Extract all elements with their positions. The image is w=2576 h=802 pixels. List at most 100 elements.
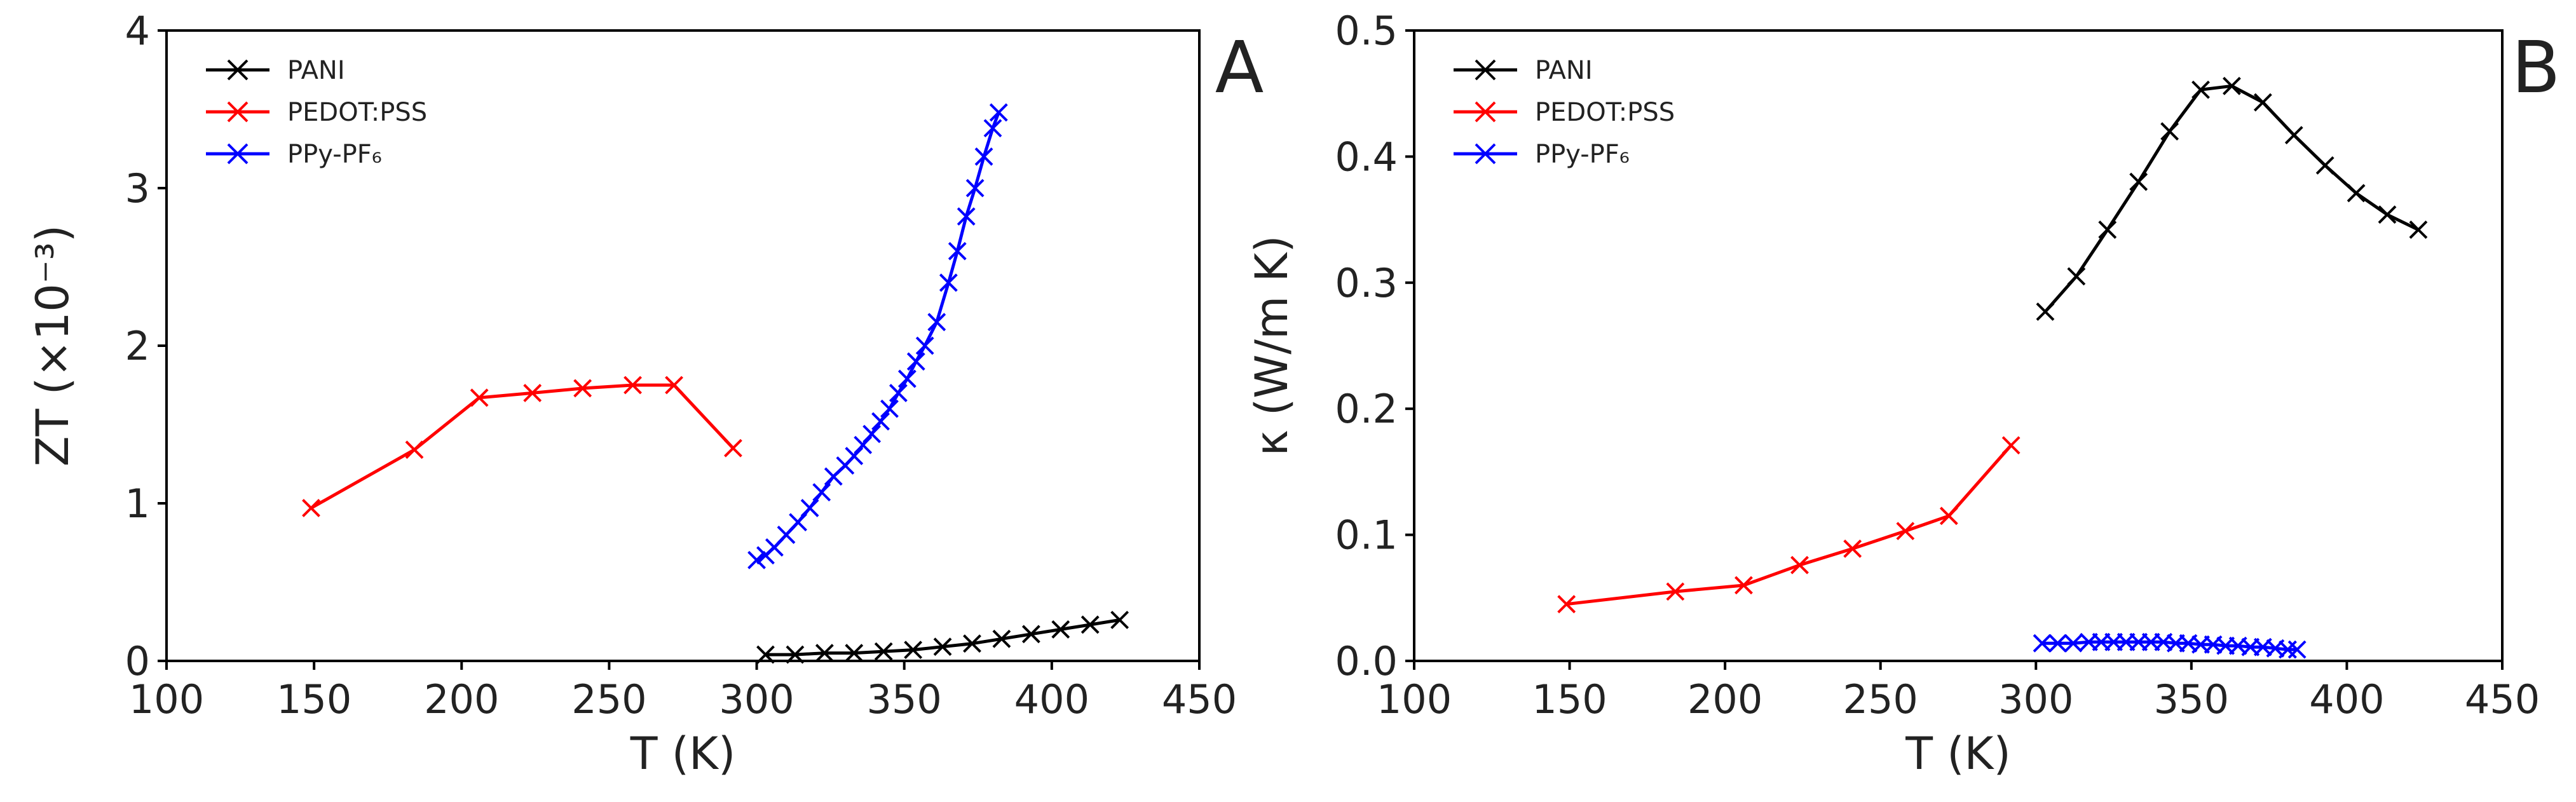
y-tick-label: 0.4 xyxy=(1335,133,1398,180)
data-point xyxy=(1110,611,1129,629)
data-point xyxy=(724,438,742,458)
data-point xyxy=(845,447,864,466)
y-tick-label: 1 xyxy=(125,480,150,527)
data-point xyxy=(854,435,873,454)
data-point xyxy=(624,376,642,395)
data-point xyxy=(915,336,934,355)
data-point xyxy=(2160,122,2179,141)
data-point xyxy=(845,644,864,663)
data-point xyxy=(897,369,917,388)
legend-label: PANI xyxy=(1535,56,1593,85)
x-axis-label: T (K) xyxy=(630,728,736,780)
data-point xyxy=(1666,582,1685,601)
data-point xyxy=(2191,80,2210,99)
series-line xyxy=(1566,444,2013,606)
x-tick-label: 450 xyxy=(1162,676,1237,723)
x-tick-label: 300 xyxy=(1998,676,2073,723)
y-axis-label: ZT (×10⁻³) xyxy=(27,225,79,466)
y-tick-label: 0.5 xyxy=(1335,8,1398,54)
data-point xyxy=(573,379,592,398)
panel-letter: A xyxy=(1215,27,1264,109)
data-point xyxy=(2253,93,2272,112)
data-point xyxy=(874,642,893,661)
data-point xyxy=(939,273,958,292)
x-tick-label: 150 xyxy=(276,676,351,723)
panel-b: 100 150 200 250 300 350 400 450 0.0 0.1 0.2 0.3 0.4… xyxy=(1246,8,2560,780)
legend-label: PEDOT:PSS xyxy=(1535,98,1675,127)
data-point xyxy=(2064,634,2083,653)
data-point xyxy=(812,483,831,502)
panel-letter: B xyxy=(2512,27,2561,109)
data-point xyxy=(2067,267,2086,286)
series-pedot-pss xyxy=(1557,436,2021,614)
data-point xyxy=(871,412,890,431)
series-pani xyxy=(2036,76,2428,321)
x-tick-label: 300 xyxy=(719,676,794,723)
y-tick-label: 0.3 xyxy=(1335,260,1398,306)
data-point xyxy=(889,383,908,402)
x-tick-label: 100 xyxy=(129,676,204,723)
data-point xyxy=(1080,615,1100,634)
legend-label: PPy-PF₆ xyxy=(287,140,382,169)
data-point xyxy=(815,644,834,663)
y-tick-label: 0.0 xyxy=(1335,638,1398,684)
data-point xyxy=(2036,302,2055,321)
y-axis-label: κ (W/m K) xyxy=(1246,235,1298,456)
x-axis-label: T (K) xyxy=(1905,728,2011,780)
data-point xyxy=(2223,76,2241,95)
data-point xyxy=(470,388,489,407)
x-tick-label: 400 xyxy=(2309,676,2384,723)
data-point xyxy=(2033,634,2052,653)
x-tick-label: 250 xyxy=(1843,676,1918,723)
legend-marker xyxy=(1475,59,1496,81)
data-point xyxy=(948,241,967,261)
data-point xyxy=(880,399,899,418)
series-ppy-pf- xyxy=(747,103,1008,569)
legend-label: PANI xyxy=(287,56,345,85)
data-point xyxy=(523,383,542,402)
data-point xyxy=(1051,620,1070,639)
y-tick-label: 2 xyxy=(125,323,150,369)
data-point xyxy=(789,513,807,532)
data-point xyxy=(906,352,925,371)
data-point xyxy=(1790,555,1809,574)
plot-frame xyxy=(1413,29,2504,662)
data-point xyxy=(665,376,683,395)
data-point xyxy=(1843,540,1862,558)
data-point xyxy=(1939,506,1958,526)
y-tick-label: 0.2 xyxy=(1335,386,1398,432)
data-point xyxy=(2287,640,2307,659)
x-tick-label: 200 xyxy=(424,676,499,723)
data-point xyxy=(989,103,1008,122)
data-point xyxy=(862,425,882,444)
legend-marker xyxy=(227,59,249,81)
data-point xyxy=(2098,221,2117,239)
x-tick-label: 200 xyxy=(1687,676,1762,723)
data-point xyxy=(1734,576,1753,595)
y-tick-label: 3 xyxy=(125,165,150,212)
data-point xyxy=(800,499,819,517)
x-tick-label: 450 xyxy=(2465,676,2540,723)
data-point xyxy=(2048,634,2067,653)
panel-a: 100 150 200 250 300 350 400 450 0 1 2 3 4 T (K) ZT … xyxy=(27,8,1264,780)
data-point xyxy=(1557,595,1576,614)
data-point xyxy=(302,499,320,517)
series-ppy-pf- xyxy=(2033,632,2307,659)
x-tick-label: 350 xyxy=(2154,676,2229,723)
x-tick-label: 150 xyxy=(1532,676,1607,723)
series-pani xyxy=(756,611,1129,664)
y-tick-label: 4 xyxy=(125,8,150,54)
data-point xyxy=(2001,436,2021,455)
data-point xyxy=(904,641,923,660)
data-point xyxy=(963,634,981,653)
data-point xyxy=(2347,184,2366,203)
data-point xyxy=(933,637,952,656)
data-point xyxy=(2284,126,2303,145)
data-point xyxy=(1021,625,1040,644)
data-point xyxy=(2129,172,2148,191)
data-point xyxy=(1896,522,1915,541)
legend-marker xyxy=(1475,143,1496,165)
x-tick-label: 250 xyxy=(571,676,646,723)
data-point xyxy=(965,179,985,198)
data-point xyxy=(983,119,1002,138)
